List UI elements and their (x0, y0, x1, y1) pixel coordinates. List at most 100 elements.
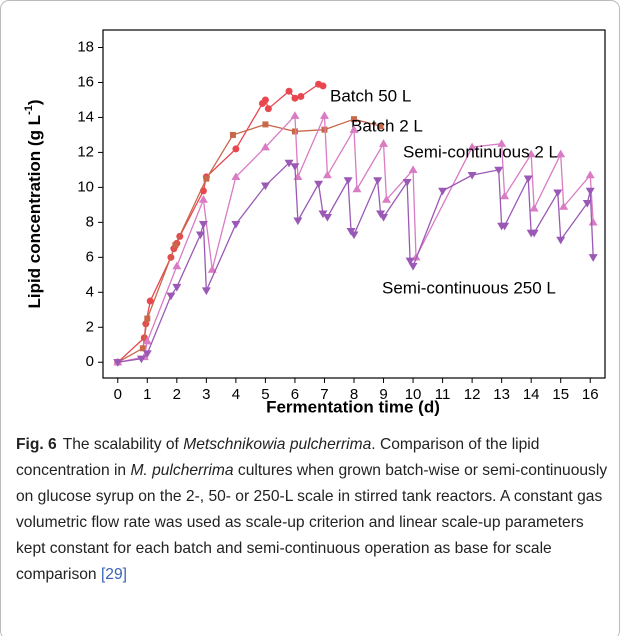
point (198, 195, 208, 203)
y-tick-label: 12 (77, 143, 94, 160)
point (290, 163, 300, 171)
point (408, 165, 418, 174)
point (405, 257, 415, 266)
caption-text: The scalability of (62, 436, 184, 453)
point (585, 170, 595, 179)
point (291, 94, 299, 102)
x-tick-label: 7 (320, 386, 328, 403)
x-tick-label: 3 (202, 386, 210, 403)
y-label-main: Lipid concentration (g L (25, 115, 44, 309)
point (136, 355, 146, 364)
point (172, 283, 182, 292)
point (529, 203, 539, 212)
point (166, 292, 176, 301)
y-tick-label: 16 (77, 73, 94, 90)
point (497, 139, 507, 147)
x-tick-label: 10 (405, 386, 422, 403)
point (293, 217, 303, 226)
y-axis-label: Lipid concentration (g L-1) (23, 99, 45, 308)
point (588, 254, 598, 262)
y-label-end: ) (25, 99, 44, 105)
series-line (117, 118, 381, 363)
point (349, 125, 359, 133)
point (556, 149, 566, 158)
x-tick-label: 8 (350, 386, 358, 403)
caption-italic: M. pulcherrima (130, 462, 234, 479)
series-label: Semi-continuous 250 L (382, 278, 556, 297)
x-tick-label: 4 (232, 386, 240, 403)
point (349, 231, 359, 240)
y-tick-label: 10 (77, 178, 94, 195)
point (377, 123, 384, 130)
point (408, 262, 418, 271)
point (322, 213, 332, 222)
point (500, 191, 510, 200)
point (553, 189, 563, 198)
point (379, 139, 389, 147)
point (142, 320, 150, 328)
x-tick-label: 12 (464, 386, 481, 403)
point (559, 202, 569, 210)
caption: Fig. 6 The scalability of Metschnikowia p… (16, 432, 608, 588)
caption-italic: Metschnikowia pulcherrima (183, 436, 372, 453)
x-tick-label: 14 (523, 386, 540, 403)
x-tick-label: 15 (552, 386, 569, 403)
point (262, 121, 269, 128)
x-axis-label: Fermentation time (d) (266, 397, 440, 416)
x-tick-label: 2 (173, 386, 181, 403)
x-tick-label: 16 (582, 386, 599, 403)
point (585, 187, 595, 196)
point (379, 213, 389, 222)
point (526, 149, 536, 158)
point (291, 128, 298, 135)
point (172, 242, 179, 249)
x-tick-label: 13 (493, 386, 510, 403)
x-tick-label: 6 (291, 386, 299, 403)
point (203, 175, 210, 182)
y-label-sup: -1 (23, 105, 35, 115)
chart: Fermentation time (d) Lipid concentratio… (23, 29, 606, 416)
point (284, 159, 294, 168)
point (322, 170, 332, 179)
point (290, 111, 300, 119)
series-label: Batch 2 L (351, 116, 423, 135)
point (319, 111, 329, 119)
series-line (117, 162, 594, 363)
point (494, 166, 504, 175)
point (314, 180, 324, 189)
point (146, 297, 154, 305)
point (352, 184, 362, 193)
x-tick-label: 9 (379, 386, 387, 403)
y-tick-label: 14 (77, 108, 94, 125)
point (195, 231, 205, 240)
series-label: Semi-continuous 2 L (403, 142, 558, 161)
point (264, 105, 272, 113)
caption-ref[interactable]: [29] (100, 566, 127, 583)
point (285, 87, 293, 95)
point (113, 359, 123, 367)
point (321, 126, 328, 133)
point (297, 92, 305, 100)
point (144, 315, 151, 322)
point (260, 142, 270, 151)
point (261, 96, 269, 104)
caption-text: cultures when grown batch-wise or semi-c… (16, 462, 608, 583)
caption-label: Fig. 6 (16, 436, 57, 453)
point (373, 177, 383, 185)
y-tick-label: 6 (86, 248, 94, 265)
point (232, 145, 240, 153)
point (438, 187, 448, 196)
y-tick-label: 2 (86, 318, 94, 335)
point (142, 350, 152, 359)
caption-text: . Comparison of the lipid concentration … (16, 436, 540, 479)
point (529, 229, 539, 238)
point (351, 116, 357, 123)
point (319, 82, 327, 90)
y-tick-label: 4 (86, 283, 94, 300)
y-tick-label: 18 (77, 38, 94, 55)
point (467, 171, 477, 180)
point (231, 220, 241, 229)
point (500, 222, 510, 231)
point (343, 177, 353, 185)
